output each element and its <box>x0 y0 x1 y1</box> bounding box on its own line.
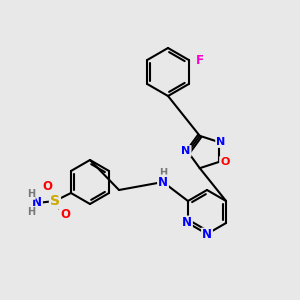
Text: N: N <box>202 229 212 242</box>
Text: F: F <box>196 53 204 67</box>
Text: S: S <box>50 194 60 208</box>
Text: H: H <box>27 189 35 199</box>
Text: O: O <box>220 157 230 167</box>
Text: N: N <box>182 217 192 230</box>
Text: O: O <box>60 208 70 221</box>
Text: N: N <box>182 146 190 156</box>
Text: N: N <box>158 176 168 188</box>
Text: O: O <box>42 181 52 194</box>
Text: H: H <box>159 168 167 178</box>
Text: N: N <box>32 196 42 209</box>
Text: H: H <box>27 207 35 217</box>
Text: N: N <box>216 137 225 147</box>
